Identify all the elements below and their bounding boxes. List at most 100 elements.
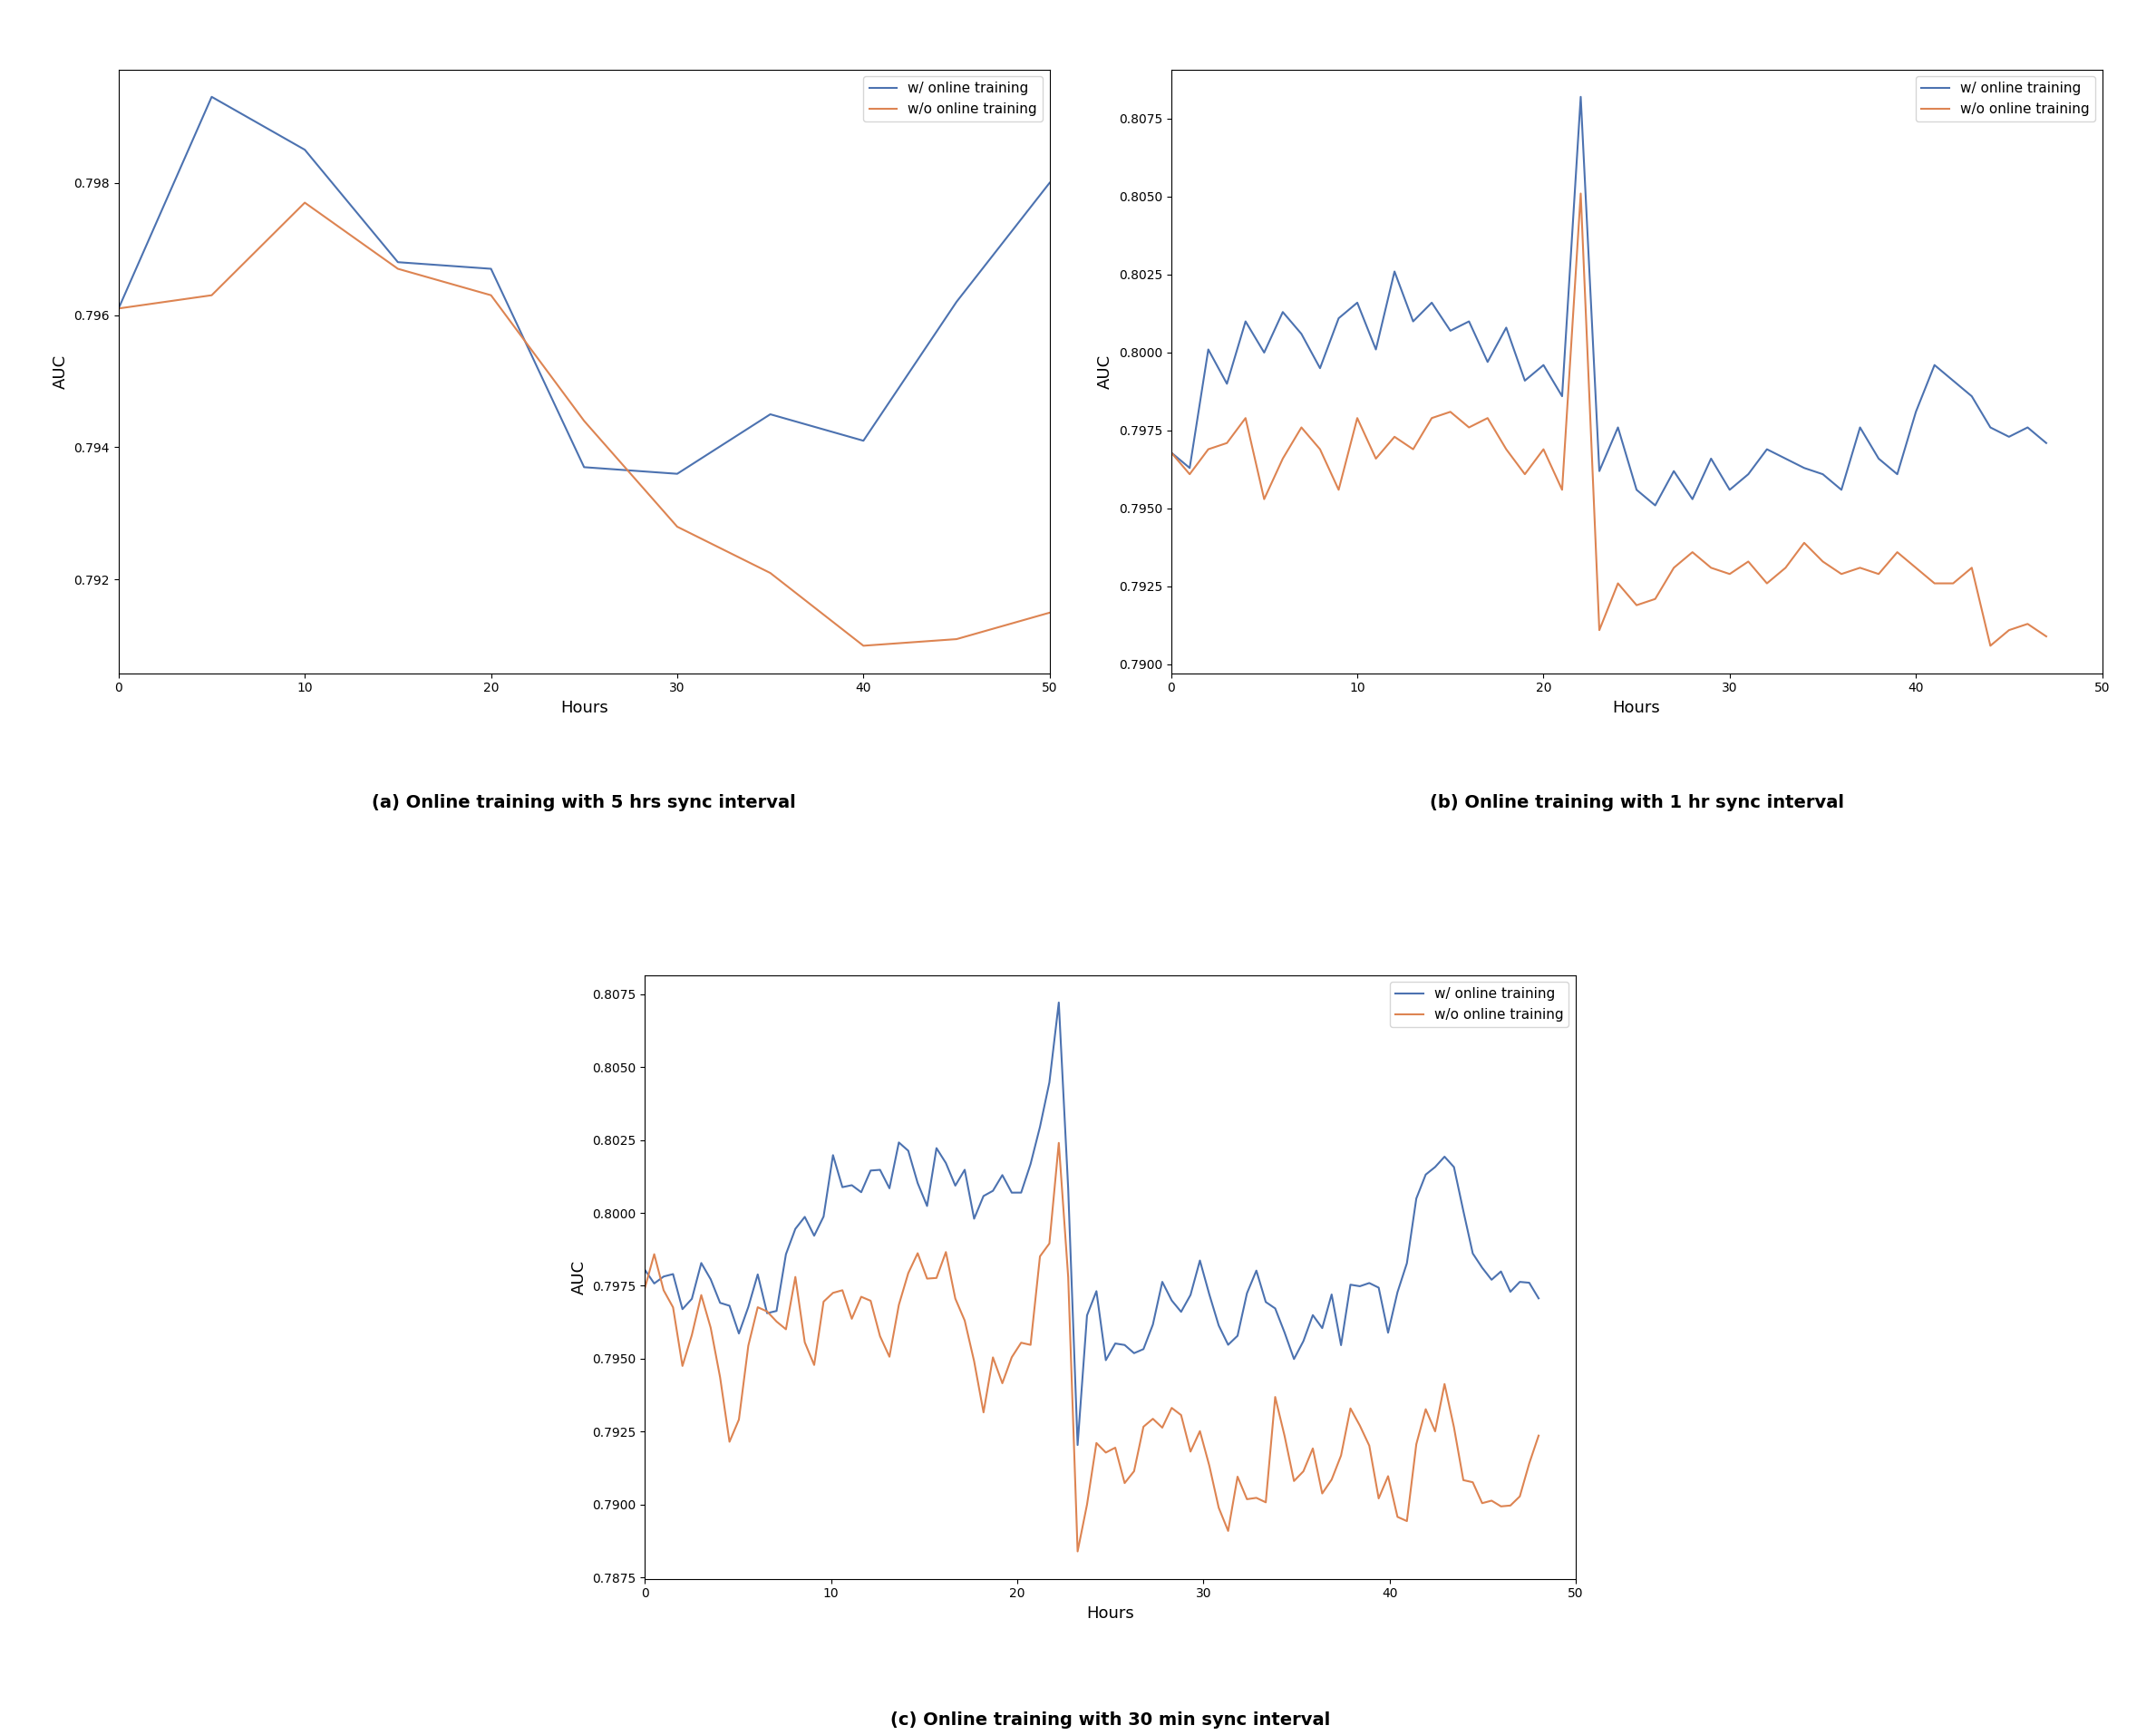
w/ online training: [1550, 385, 1576, 406]
w/o online training: [1270, 448, 1296, 468]
w/o online training: [386, 259, 412, 279]
w/o online training: [1102, 1437, 1128, 1457]
w/ online training: [386, 252, 412, 272]
w/o online training: [291, 193, 317, 213]
w/ online training: [1526, 1287, 1552, 1308]
w/o online training: [1977, 635, 2003, 656]
w/o online training: [1158, 442, 1184, 463]
Legend: w/ online training, w/o online training: w/ online training, w/o online training: [1917, 76, 2096, 121]
w/o online training: [1455, 416, 1481, 437]
w/o online training: [1996, 619, 2022, 640]
w/o online training: [1233, 408, 1259, 429]
w/o online training: [1736, 552, 1761, 573]
w/ online training: [1018, 1154, 1044, 1175]
w/o online training: [1065, 1541, 1091, 1562]
Line: w/o online training: w/o online training: [645, 1143, 1539, 1551]
w/ online training: [757, 404, 783, 425]
w/ online training: [1996, 427, 2022, 448]
w/ online training: [1307, 357, 1332, 378]
w/ online training: [571, 456, 597, 477]
Line: w/o online training: w/o online training: [1171, 194, 2046, 645]
w/ online training: [1716, 479, 1742, 500]
Line: w/ online training: w/ online training: [1171, 97, 2046, 505]
w/o online training: [1848, 557, 1874, 578]
w/o online training: [1921, 573, 1947, 593]
w/ online training: [1102, 1332, 1128, 1353]
w/ online training: [1792, 458, 1818, 479]
w/ online training: [1455, 311, 1481, 331]
w/ online training: [1736, 463, 1761, 484]
w/ online training: [1772, 448, 1798, 468]
w/ online training: [1494, 318, 1520, 338]
w/o online training: [1755, 573, 1781, 593]
w/o online training: [2014, 614, 2040, 635]
w/ online training: [664, 463, 690, 484]
w/o online training: [2033, 626, 2059, 647]
w/ online training: [1960, 385, 1986, 406]
w/o online training: [1345, 408, 1371, 429]
w/ online training: [1289, 323, 1315, 344]
w/o online training: [1716, 564, 1742, 585]
w/ online training: [1468, 1258, 1494, 1279]
w/ online training: [2014, 416, 2040, 437]
w/o online training: [1567, 184, 1593, 205]
X-axis label: Hours: Hours: [1613, 699, 1660, 717]
w/o online training: [1399, 439, 1425, 460]
X-axis label: Hours: Hours: [1087, 1605, 1134, 1622]
w/o online training: [757, 562, 783, 583]
w/ online training: [1511, 370, 1537, 390]
w/ online training: [1475, 352, 1501, 373]
w/o online training: [479, 285, 505, 305]
w/o online training: [1214, 432, 1240, 453]
w/ online training: [1904, 401, 1930, 422]
w/o online training: [1177, 463, 1203, 484]
w/o online training: [1326, 479, 1352, 500]
w/o online training: [1772, 557, 1798, 578]
w/ online training: [1699, 448, 1725, 468]
w/ online training: [1587, 462, 1613, 482]
w/o online training: [1419, 408, 1445, 429]
w/o online training: [1809, 552, 1835, 573]
w/ online training: [1270, 302, 1296, 323]
w/o online training: [1363, 448, 1388, 468]
w/ online training: [1363, 338, 1388, 359]
w/ online training: [1660, 462, 1686, 482]
w/o online training: [849, 635, 875, 656]
w/ online training: [1604, 416, 1630, 437]
w/ online training: [1419, 291, 1445, 312]
w/o online training: [1468, 1492, 1494, 1513]
w/o online training: [664, 517, 690, 538]
w/ online training: [1623, 479, 1649, 500]
w/o online training: [1623, 595, 1649, 616]
w/ online training: [632, 1260, 658, 1280]
w/ online training: [1037, 172, 1063, 193]
w/ online training: [1345, 291, 1371, 312]
w/ online training: [1046, 992, 1072, 1013]
w/o online training: [1550, 479, 1576, 500]
w/ online training: [291, 139, 317, 160]
w/o online training: [1531, 439, 1557, 460]
w/ online training: [849, 430, 875, 451]
w/o online training: [1494, 439, 1520, 460]
w/ online training: [2033, 432, 2059, 453]
w/ online training: [1977, 416, 2003, 437]
Text: (a) Online training with 5 hrs sync interval: (a) Online training with 5 hrs sync inte…: [373, 795, 796, 812]
w/ online training: [1680, 489, 1705, 510]
w/o online training: [1130, 1416, 1156, 1437]
w/ online training: [1755, 439, 1781, 460]
w/ online training: [198, 87, 224, 108]
Line: w/ online training: w/ online training: [645, 1003, 1539, 1445]
w/ online training: [1865, 448, 1891, 468]
w/o online training: [1046, 1133, 1072, 1154]
w/o online training: [632, 1279, 658, 1300]
w/o online training: [106, 298, 132, 319]
w/o online training: [1307, 439, 1332, 460]
w/ online training: [106, 298, 132, 319]
w/o online training: [1438, 401, 1464, 422]
w/o online training: [944, 628, 970, 649]
w/o online training: [1289, 416, 1315, 437]
w/ online training: [1130, 1339, 1156, 1360]
w/ online training: [1921, 354, 1947, 375]
Text: (b) Online training with 1 hr sync interval: (b) Online training with 1 hr sync inter…: [1429, 795, 1843, 812]
w/ online training: [944, 291, 970, 312]
